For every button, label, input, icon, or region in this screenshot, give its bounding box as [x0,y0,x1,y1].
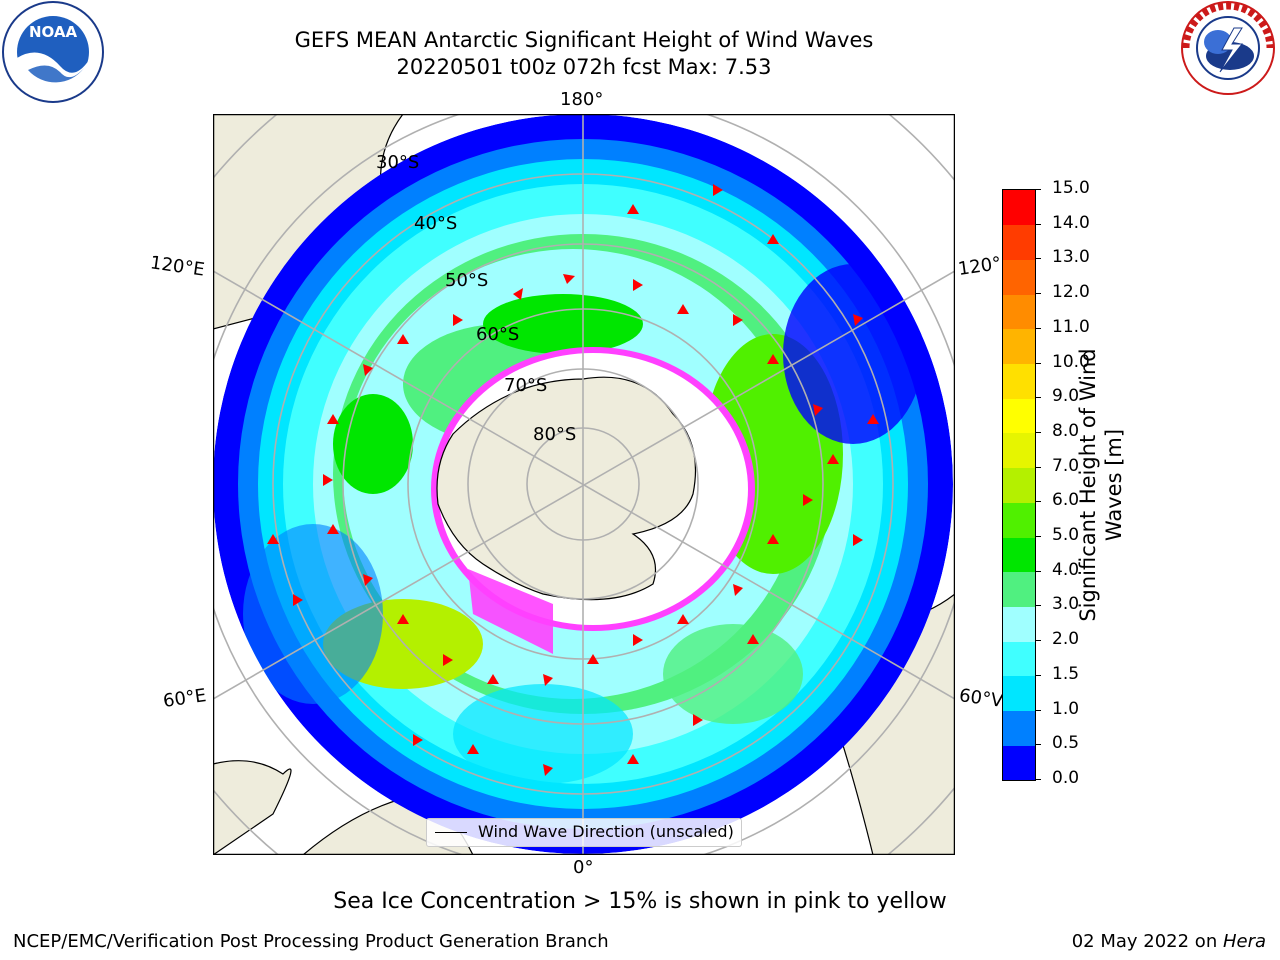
colorbar-segment [1003,641,1035,677]
colorbar-tick-label: 8.0 [1052,420,1080,441]
colorbar-segment [1003,190,1035,226]
colorbar-tick-mark [1035,779,1041,780]
colorbar-tick-mark [1035,570,1041,572]
colorbar-tick-label: 1.5 [1052,663,1080,684]
colorbar-segment [1003,432,1035,469]
chart-subtitle: 20220501 t00z 072h fcst Max: 7.53 [396,55,772,79]
lat-label-50s: 50°S [445,270,489,291]
colorbar-tick-mark [1035,536,1041,538]
colorbar-tick-label: 2.0 [1052,629,1080,650]
sea-ice-note: Sea Ice Concentration > 15% is shown in … [333,889,947,914]
colorbar-tick-mark [1035,293,1041,295]
colorbar-tick-label: 4.0 [1052,559,1080,580]
lat-label-40s: 40°S [414,213,458,234]
colorbar-tick-mark [1035,258,1041,260]
colorbar-segment [1003,467,1035,503]
colorbar-tick-mark [1035,189,1041,190]
lon-label-180: 180° [560,89,604,110]
lon-label-120e: 120°E [148,252,206,281]
colorbar-tick-mark [1035,223,1041,225]
lon-label-60w: 60°V [957,685,1005,712]
colorbar-segment [1003,606,1035,642]
colorbar-tick-label: 15.0 [1052,178,1090,198]
colorbar-tick-mark [1035,431,1041,433]
lon-label-120w: 120° [956,253,1003,280]
lon-label-60e: 60°E [161,685,208,712]
colorbar [1002,189,1036,781]
colorbar-tick-label: 10.0 [1052,351,1090,372]
credit-text: NCEP/EMC/Verification Post Processing Pr… [13,931,609,952]
colorbar-tick-mark [1035,674,1041,676]
colorbar-segment [1003,363,1035,399]
nws-logo [1181,1,1275,95]
lat-label-30s: 30°S [376,152,420,173]
lat-label-80s: 80°S [533,424,577,445]
map-frame [213,114,955,855]
colorbar-tick-label: 5.0 [1052,525,1080,546]
colorbar-tick-mark [1035,501,1041,503]
colorbar-tick-label: 1.0 [1052,698,1080,719]
colorbar-tick-mark [1035,327,1041,329]
lat-label-70s: 70°S [504,375,548,396]
colorbar-tick-mark [1035,397,1041,399]
colorbar-tick-label: 7.0 [1052,455,1080,476]
chart-title: GEFS MEAN Antarctic Significant Height o… [294,28,874,52]
colorbar-tick-mark [1035,466,1041,468]
colorbar-segment [1003,328,1035,365]
svg-text:NOAA: NOAA [29,23,78,41]
colorbar-segment [1003,398,1035,434]
colorbar-segment [1003,259,1035,295]
date-host: Hera [1222,931,1266,952]
colorbar-segment [1003,745,1035,781]
colorbar-tick-label: 3.0 [1052,594,1080,615]
colorbar-tick-label: 0.5 [1052,733,1080,754]
colorbar-tick-label: 11.0 [1052,316,1090,337]
lon-label-0: 0° [573,857,594,878]
polar-map [213,114,955,855]
colorbar-tick-label: 12.0 [1052,282,1090,303]
colorbar-segment [1003,571,1035,607]
colorbar-segment [1003,537,1035,573]
legend-label: Wind Wave Direction (unscaled) [478,822,734,841]
colorbar-segment [1003,502,1035,538]
legend-line [435,832,467,833]
colorbar-tick-mark [1035,640,1041,642]
colorbar-segment [1003,224,1035,260]
colorbar-tick-mark [1035,709,1041,711]
map-legend: Wind Wave Direction (unscaled) [426,818,742,847]
colorbar-segment [1003,294,1035,330]
colorbar-tick-label: 9.0 [1052,386,1080,407]
noaa-logo: NOAA [2,1,104,103]
colorbar-tick-mark [1035,744,1041,746]
colorbar-label-line2: Waves [m] [1102,428,1126,542]
colorbar-tick-label: 14.0 [1052,212,1090,233]
colorbar-label-line1: Significant Height of Wind [1076,348,1100,622]
wind-wave-arrows [267,184,879,776]
colorbar-segment [1003,675,1035,712]
colorbar-tick-label: 6.0 [1052,490,1080,511]
colorbar-tick-label: 0.0 [1052,768,1080,788]
colorbar-tick-mark [1035,362,1041,364]
colorbar-tick-label: 13.0 [1052,247,1090,268]
lat-label-60s: 60°S [476,324,520,345]
graticule [213,114,955,855]
colorbar-segment [1003,710,1035,746]
africa-land [213,760,292,855]
date-prefix: 02 May 2022 on [1071,931,1223,952]
date-text: 02 May 2022 on Hera [1072,931,1266,952]
colorbar-tick-mark [1035,605,1041,607]
